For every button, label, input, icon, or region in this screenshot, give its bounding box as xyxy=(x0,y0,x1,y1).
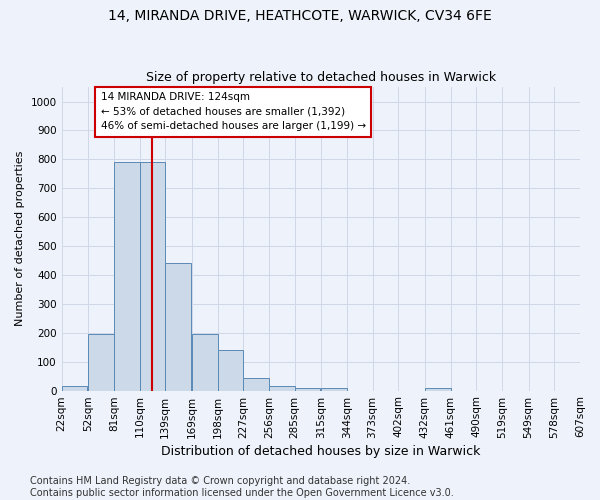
X-axis label: Distribution of detached houses by size in Warwick: Distribution of detached houses by size … xyxy=(161,444,481,458)
Title: Size of property relative to detached houses in Warwick: Size of property relative to detached ho… xyxy=(146,72,496,85)
Bar xyxy=(218,350,243,391)
Bar xyxy=(295,388,320,390)
Bar xyxy=(165,264,191,390)
Bar xyxy=(140,162,165,390)
Bar xyxy=(192,334,218,390)
Bar xyxy=(114,162,140,390)
Text: 14 MIRANDA DRIVE: 124sqm
← 53% of detached houses are smaller (1,392)
46% of sem: 14 MIRANDA DRIVE: 124sqm ← 53% of detach… xyxy=(101,92,365,132)
Bar xyxy=(321,388,347,390)
Y-axis label: Number of detached properties: Number of detached properties xyxy=(15,151,25,326)
Bar xyxy=(243,378,269,390)
Text: 14, MIRANDA DRIVE, HEATHCOTE, WARWICK, CV34 6FE: 14, MIRANDA DRIVE, HEATHCOTE, WARWICK, C… xyxy=(108,9,492,23)
Bar xyxy=(88,334,114,390)
Bar xyxy=(269,386,295,390)
Bar xyxy=(62,386,87,390)
Bar xyxy=(425,388,451,390)
Text: Contains HM Land Registry data © Crown copyright and database right 2024.
Contai: Contains HM Land Registry data © Crown c… xyxy=(30,476,454,498)
